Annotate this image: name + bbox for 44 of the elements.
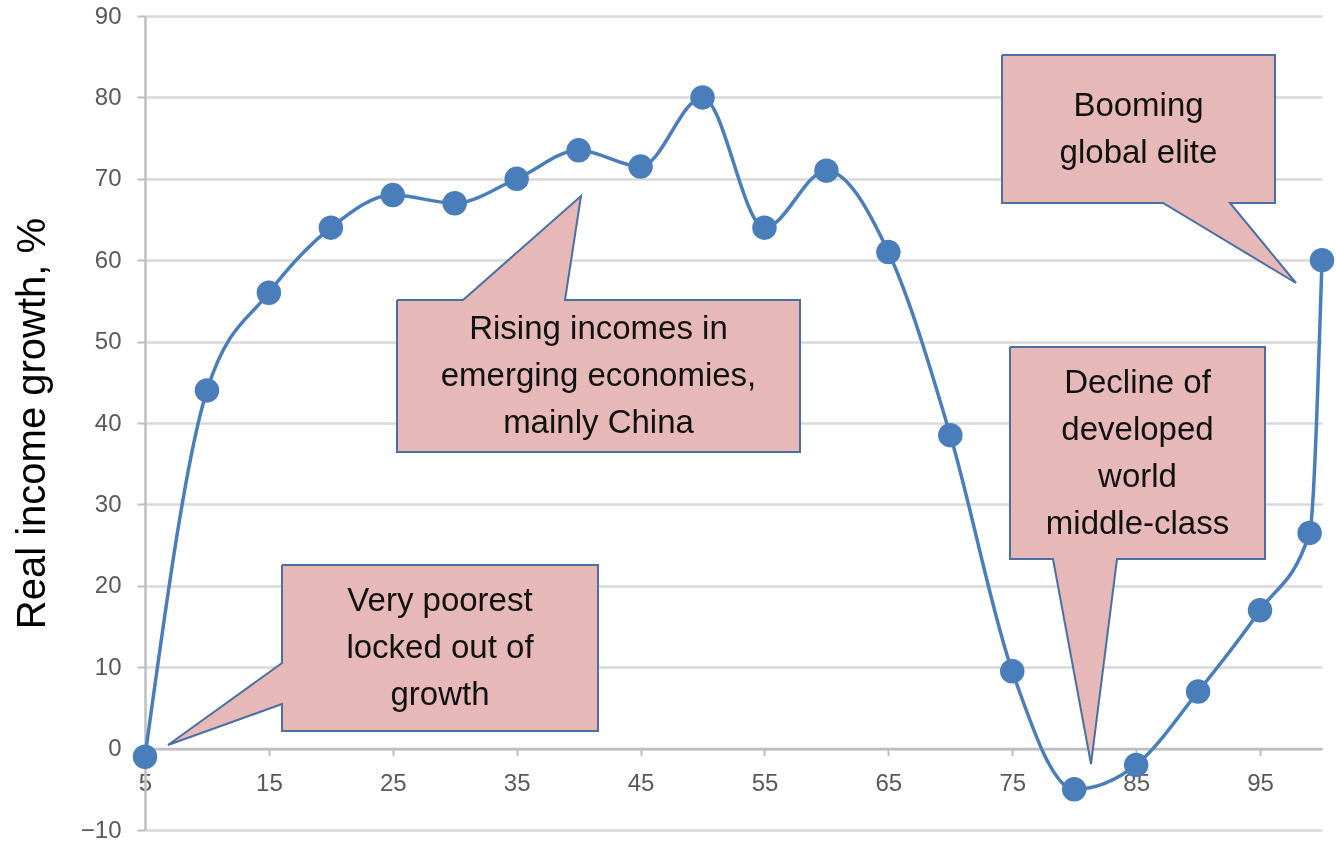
y-tick-label: 60 <box>94 245 122 273</box>
point <box>938 422 963 448</box>
point <box>628 154 653 179</box>
y-tick-label: 10 <box>94 652 122 680</box>
y-tick-label: 30 <box>94 489 122 517</box>
y-axis-title: Real income growth, % <box>8 217 53 630</box>
annotation: Booming global elite <box>1059 85 1218 170</box>
point <box>194 378 220 403</box>
point <box>504 166 529 192</box>
y-tick-label: 70 <box>94 164 122 192</box>
point <box>1247 598 1273 623</box>
y-tick-label: −10 <box>80 815 122 843</box>
x-tick-label: 55 <box>751 769 779 797</box>
point <box>690 85 715 110</box>
y-tick-label: 20 <box>94 571 122 599</box>
point <box>442 191 467 216</box>
point <box>814 158 839 183</box>
x-tick-label: 35 <box>503 769 531 797</box>
point <box>876 239 901 265</box>
y-tick-label: 50 <box>94 327 122 355</box>
x-tick-label: 95 <box>1247 769 1274 797</box>
point <box>752 215 777 240</box>
x-tick-label: 75 <box>999 769 1027 797</box>
point <box>1297 520 1322 546</box>
y-tick-label: 90 <box>94 1 122 29</box>
y-tick-label: 80 <box>94 82 122 110</box>
annotation: Decline of developed world middle-class <box>1045 362 1230 541</box>
point <box>132 744 158 769</box>
point <box>1000 659 1025 684</box>
point <box>566 138 591 163</box>
point <box>380 182 406 208</box>
point <box>318 215 344 240</box>
y-tick-label: 40 <box>94 408 122 436</box>
x-tick-label: 45 <box>627 769 655 797</box>
annotation: Very poorest locked out of growth <box>346 581 535 712</box>
point <box>1309 247 1335 273</box>
x-tick-label: 15 <box>256 769 283 797</box>
y-tick-label: 0 <box>108 734 122 762</box>
x-tick-label: 65 <box>875 769 903 797</box>
annotation: Rising incomes in emerging economies, mainly China <box>440 309 757 440</box>
point <box>1185 679 1211 704</box>
x-tick-label: 25 <box>379 769 407 797</box>
point <box>256 280 282 305</box>
point <box>1061 777 1087 802</box>
